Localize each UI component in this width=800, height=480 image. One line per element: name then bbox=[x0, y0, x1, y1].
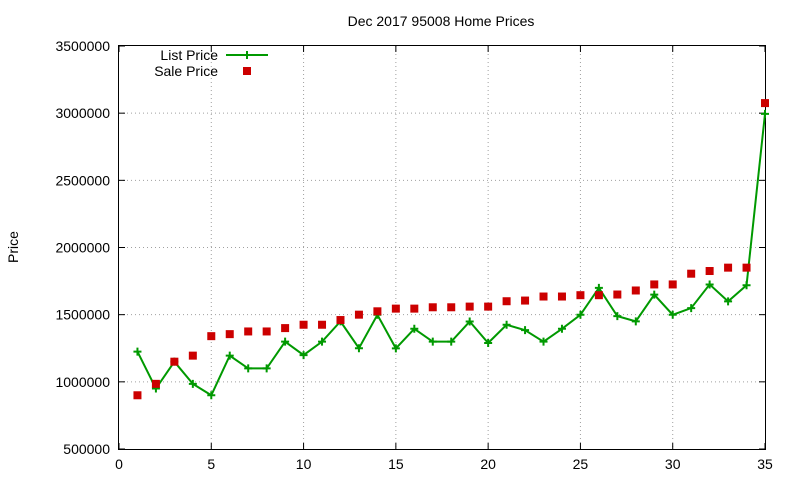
list-price-point bbox=[188, 379, 197, 388]
sale-price-point bbox=[447, 303, 456, 312]
list-price-point bbox=[594, 283, 603, 292]
y-tick-label: 3500000 bbox=[55, 38, 110, 54]
sale-price-point bbox=[631, 286, 640, 295]
sale-price-point bbox=[761, 99, 769, 108]
legend-label: List Price bbox=[160, 47, 218, 63]
list-price-point bbox=[281, 337, 290, 346]
series-sale-price bbox=[133, 99, 769, 400]
list-price-point bbox=[318, 337, 327, 346]
sale-price-point bbox=[521, 296, 530, 305]
plot-frame bbox=[118, 45, 766, 450]
list-price-point bbox=[724, 297, 733, 306]
list-price-point bbox=[668, 310, 677, 319]
sale-price-point bbox=[502, 297, 511, 306]
list-price-point bbox=[484, 339, 493, 348]
sale-price-point bbox=[225, 330, 234, 339]
legend-plus-marker bbox=[243, 51, 251, 59]
x-tick-label: 30 bbox=[665, 456, 681, 472]
list-price-line bbox=[136, 113, 766, 397]
sale-price-point bbox=[336, 316, 345, 325]
list-price-point bbox=[576, 310, 585, 319]
list-price-point bbox=[631, 317, 640, 326]
list-price-point bbox=[410, 324, 419, 333]
list-price-point bbox=[761, 109, 769, 118]
sale-price-point bbox=[557, 292, 566, 301]
sale-price-point bbox=[576, 291, 585, 300]
sale-price-point bbox=[354, 310, 363, 319]
list-price-point bbox=[262, 364, 271, 373]
y-tick-label: 2000000 bbox=[55, 240, 110, 256]
list-price-point bbox=[521, 326, 530, 335]
list-price-point bbox=[705, 280, 714, 289]
x-tick-label: 25 bbox=[573, 456, 589, 472]
list-price-point bbox=[447, 337, 456, 346]
series-list-price bbox=[133, 109, 769, 400]
list-price-point bbox=[299, 351, 308, 360]
sale-price-point bbox=[613, 290, 622, 299]
x-tick-label: 10 bbox=[296, 456, 312, 472]
x-tick-label: 5 bbox=[207, 456, 215, 472]
sale-price-point bbox=[170, 357, 179, 366]
list-price-point bbox=[133, 347, 142, 356]
y-tick-label: 1000000 bbox=[55, 374, 110, 390]
list-price-point bbox=[613, 312, 622, 321]
sale-price-point bbox=[465, 302, 474, 311]
sale-price-point bbox=[262, 327, 271, 336]
sale-price-point bbox=[650, 280, 659, 289]
sale-price-point bbox=[151, 379, 160, 388]
legend-square-marker bbox=[243, 67, 251, 75]
sale-price-point bbox=[484, 302, 493, 311]
y-tick-label: 500000 bbox=[63, 441, 110, 457]
list-price-point bbox=[539, 337, 548, 346]
x-tick-label: 0 bbox=[115, 456, 123, 472]
sale-price-point bbox=[299, 320, 308, 329]
y-tick-label: 2500000 bbox=[55, 172, 110, 188]
list-price-point bbox=[225, 351, 234, 360]
y-axis-label: Price bbox=[5, 231, 21, 263]
tick-labels: 0 5 10 15 20 25 30 35 500000 1000000 1500000 200000… bbox=[55, 38, 773, 472]
list-price-point bbox=[742, 281, 751, 290]
sale-price-point bbox=[373, 307, 382, 316]
list-price-point bbox=[687, 304, 696, 313]
list-price-point bbox=[244, 364, 253, 373]
sale-price-point bbox=[318, 320, 327, 329]
legend-label: Sale Price bbox=[154, 63, 218, 79]
list-price-point bbox=[465, 317, 474, 326]
sale-price-point bbox=[410, 304, 419, 313]
sale-price-point bbox=[281, 324, 290, 333]
chart-title: Dec 2017 95008 Home Prices bbox=[348, 13, 535, 29]
list-price-point bbox=[650, 290, 659, 299]
sale-price-point bbox=[705, 267, 714, 276]
series-layer bbox=[133, 99, 769, 400]
list-price-point bbox=[207, 391, 216, 400]
y-tick-label: 1500000 bbox=[55, 307, 110, 323]
list-price-point bbox=[557, 324, 566, 333]
sale-price-point bbox=[539, 292, 548, 301]
list-price-point bbox=[391, 344, 400, 353]
sale-price-point bbox=[742, 263, 751, 272]
list-price-point bbox=[354, 344, 363, 353]
sale-price-point bbox=[188, 351, 197, 360]
x-tick-label: 20 bbox=[480, 456, 496, 472]
y-tick-label: 3000000 bbox=[55, 105, 110, 121]
x-tick-label: 15 bbox=[388, 456, 404, 472]
list-price-point bbox=[502, 320, 511, 329]
sale-price-point bbox=[594, 291, 603, 300]
grid bbox=[119, 46, 765, 449]
sale-price-point bbox=[133, 391, 142, 400]
sale-price-point bbox=[391, 304, 400, 313]
x-tick-label: 35 bbox=[757, 456, 773, 472]
sale-price-point bbox=[687, 269, 696, 278]
sale-price-point bbox=[428, 303, 437, 312]
list-price-point bbox=[428, 337, 437, 346]
sale-price-point bbox=[668, 280, 677, 289]
sale-price-point bbox=[724, 263, 733, 272]
sale-price-point bbox=[244, 327, 253, 336]
sale-price-point bbox=[207, 332, 216, 341]
